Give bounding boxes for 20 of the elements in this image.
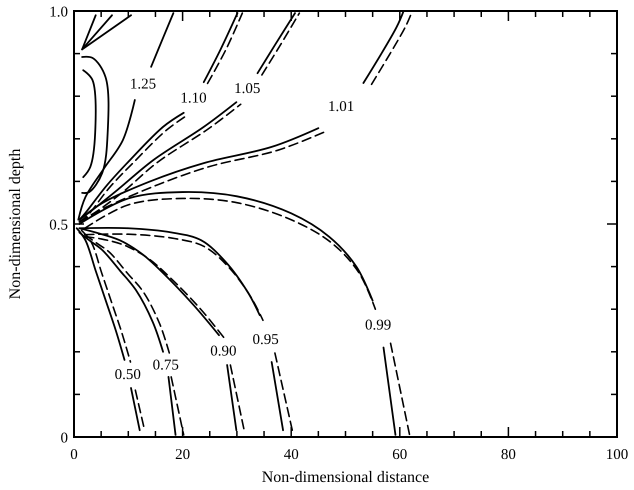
series-label: 1.10 — [180, 90, 207, 107]
y-tick-label: 0 — [60, 430, 68, 446]
series-label: 1.01 — [328, 98, 354, 115]
series-label: 0.95 — [252, 332, 279, 348]
series-label: 0.99 — [364, 317, 392, 334]
x-tick-label: 0 — [70, 447, 78, 463]
x-tick-label: 20 — [175, 447, 190, 463]
y-axis-title: Non-dimensional depth — [7, 148, 24, 300]
series-label: 1.05 — [234, 80, 260, 97]
x-axis-title: Non-dimensional distance — [262, 469, 430, 486]
y-tick-label: 1.0 — [49, 4, 68, 20]
x-tick-label: 60 — [392, 447, 408, 463]
series-label: 0.50 — [114, 367, 141, 384]
x-tick-label: 40 — [284, 447, 299, 463]
series-label: 0.90 — [210, 343, 236, 360]
series-label: 0.75 — [152, 358, 179, 374]
y-tick-label: 0.5 — [49, 217, 68, 234]
series-label: 1.25 — [130, 76, 156, 93]
x-tick-label: 80 — [500, 447, 516, 463]
x-tick-label: 100 — [606, 447, 628, 463]
